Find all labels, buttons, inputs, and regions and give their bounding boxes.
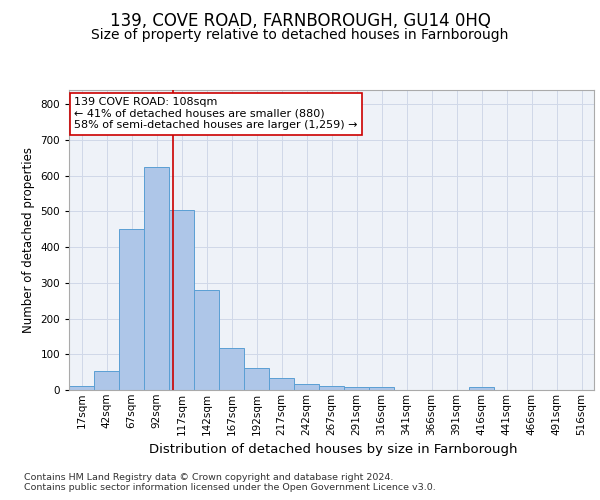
Text: 139 COVE ROAD: 108sqm
← 41% of detached houses are smaller (880)
58% of semi-det: 139 COVE ROAD: 108sqm ← 41% of detached … [74,97,358,130]
Bar [319,386,344,390]
Text: 139, COVE ROAD, FARNBOROUGH, GU14 0HQ: 139, COVE ROAD, FARNBOROUGH, GU14 0HQ [110,12,490,30]
Bar [219,348,244,390]
Bar [169,210,194,390]
Bar [369,387,394,390]
Bar [269,378,294,390]
Y-axis label: Number of detached properties: Number of detached properties [22,147,35,333]
Text: Distribution of detached houses by size in Farnborough: Distribution of detached houses by size … [149,442,517,456]
Bar [94,372,119,390]
Bar [69,386,94,390]
Bar [469,387,494,390]
Text: Size of property relative to detached houses in Farnborough: Size of property relative to detached ho… [91,28,509,42]
Bar [344,387,369,390]
Bar [294,384,319,390]
Bar [144,167,169,390]
Bar [244,368,269,390]
Bar [119,230,144,390]
Text: Contains public sector information licensed under the Open Government Licence v3: Contains public sector information licen… [24,484,436,492]
Bar [194,290,219,390]
Text: Contains HM Land Registry data © Crown copyright and database right 2024.: Contains HM Land Registry data © Crown c… [24,472,394,482]
